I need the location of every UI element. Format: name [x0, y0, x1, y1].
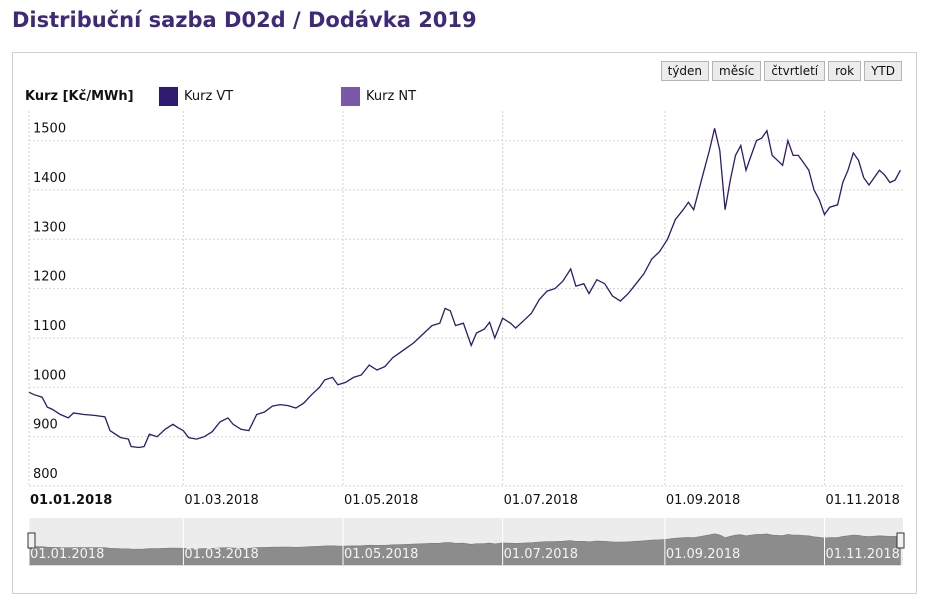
x-tick-label: 01.05.2018: [344, 493, 418, 508]
navigator-handle-left[interactable]: [27, 532, 36, 549]
y-tick-label: 1100: [33, 319, 66, 334]
navigator-tick-label: 01.05.2018: [344, 547, 418, 562]
y-tick-label: 1200: [33, 270, 66, 285]
navigator-tick-label: 01.09.2018: [666, 547, 740, 562]
range-button-month[interactable]: měsíc: [712, 61, 762, 81]
legend-item-nt[interactable]: Kurz NT: [341, 87, 416, 106]
range-button-ytd[interactable]: YTD: [864, 61, 902, 81]
x-tick-label: 01.09.2018: [666, 493, 740, 508]
navigator-tick-label: 01.03.2018: [184, 547, 258, 562]
range-button-week[interactable]: týden: [660, 61, 710, 81]
y-tick-label: 1300: [33, 220, 66, 235]
x-tick-label: 01.03.2018: [184, 493, 258, 508]
page-title: Distribuční sazba D02d / Dodávka 2019: [12, 8, 477, 32]
range-button-year[interactable]: rok: [828, 61, 862, 81]
y-tick-label: 800: [33, 467, 58, 482]
navigator-area: [28, 533, 901, 566]
navigator-handle-right[interactable]: [896, 532, 905, 549]
legend-label-vt: Kurz VT: [184, 89, 234, 104]
y-tick-label: 900: [33, 418, 58, 433]
y-tick-label: 1400: [33, 171, 66, 186]
x-tick-label: 01.07.2018: [504, 493, 578, 508]
y-tick-label: 1500: [33, 122, 66, 137]
range-button-quarter[interactable]: čtvrtletí: [764, 61, 826, 81]
y-axis-label: Kurz [Kč/MWh]: [25, 89, 134, 104]
legend-item-vt[interactable]: Kurz VT: [159, 87, 233, 106]
navigator-tick-label: 01.01.2018: [30, 547, 104, 562]
x-tick-label: 01.01.2018: [30, 493, 112, 508]
chart-panel: týden měsíc čtvrtletí rok YTD Kurz [Kč/M…: [12, 52, 917, 594]
x-tick-label: 01.11.2018: [825, 493, 899, 508]
legend-label-nt: Kurz NT: [366, 89, 417, 104]
legend-swatch-vt: [159, 87, 178, 106]
series-line-vt: [28, 128, 901, 449]
y-tick-label: 1000: [33, 368, 66, 383]
navigator-tick-label: 01.11.2018: [825, 547, 899, 562]
legend-swatch-nt: [341, 87, 360, 106]
range-selector: týden měsíc čtvrtletí rok YTD: [660, 61, 902, 81]
navigator-tick-label: 01.07.2018: [504, 547, 578, 562]
line-chart: 800 900 1000 1100 1200 1300 1400 1500 01.01.2018…: [27, 111, 905, 566]
